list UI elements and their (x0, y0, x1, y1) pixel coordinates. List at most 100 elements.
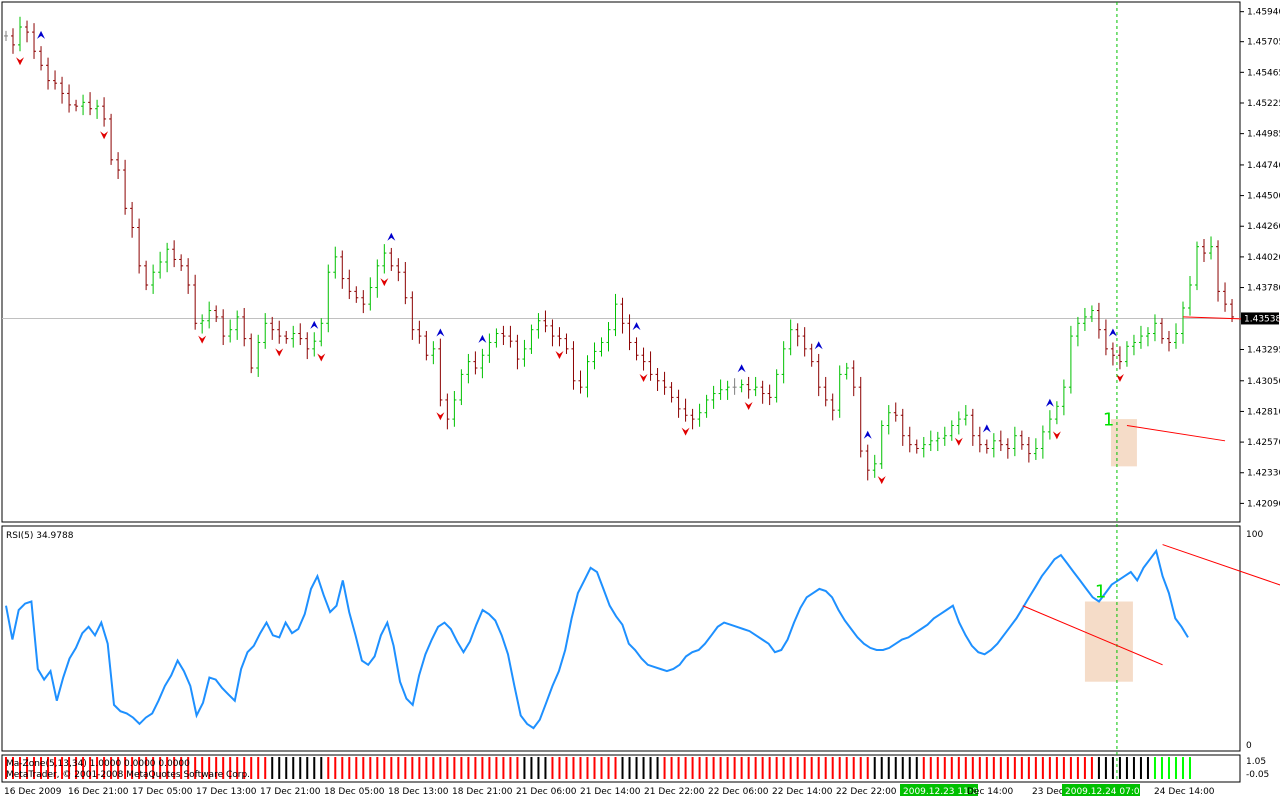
mazone-bar (446, 757, 449, 779)
fractal-down-icon (681, 427, 690, 436)
y-tick-label: 1.45940 (1247, 8, 1280, 18)
mazone-bar (229, 757, 232, 779)
mazone-bar (775, 757, 778, 779)
mazone-bar (215, 757, 218, 779)
fractal-up-icon (632, 322, 641, 331)
mazone-bar (222, 757, 225, 779)
fractal-down-icon (380, 278, 389, 287)
mazone-bar (299, 757, 302, 779)
mazone-bar (117, 757, 120, 779)
mazone-bar (649, 757, 652, 779)
mazone-bar (187, 757, 190, 779)
mazone-bar (684, 757, 687, 779)
rsi-tick-label: 0 (1246, 741, 1252, 751)
mazone-bar (733, 757, 736, 779)
mazone-bar (75, 757, 78, 779)
mazone-bar (390, 757, 393, 779)
fractal-down-icon (275, 348, 284, 357)
time-label: 22 Dec 06:00 (708, 787, 769, 797)
mazone-bar (208, 757, 211, 779)
mazone-bar (334, 757, 337, 779)
fractal-down-icon (16, 57, 25, 66)
annotation-1-rsi: 1 (1095, 581, 1106, 602)
mazone-bar (719, 757, 722, 779)
mazone-bar (922, 757, 925, 779)
mazone-bar (110, 757, 113, 779)
mazone-bar (677, 757, 680, 779)
mazone-bar (313, 757, 316, 779)
mazone-bar (537, 757, 540, 779)
mazone-bar (341, 757, 344, 779)
trendline (1126, 424, 1226, 442)
time-label: 17 Dec 13:00 (196, 787, 257, 797)
mazone-bar (642, 757, 645, 779)
mazone-bar (243, 757, 246, 779)
mazone-bar (180, 757, 183, 779)
mazone-bar (1083, 757, 1086, 779)
mazone-bar (726, 757, 729, 779)
mazone-bar (460, 757, 463, 779)
time-label: 16 Dec 21:00 (68, 787, 129, 797)
mazone-bar (838, 757, 841, 779)
mazone-label: Ma-Zone(5,13,34) 1.0000 0.0000 0.0000 (6, 759, 190, 769)
mazone-bar (740, 757, 743, 779)
mazone-bar (397, 757, 400, 779)
mazone-bar (1048, 757, 1051, 779)
mazone-bar (488, 757, 491, 779)
mazone-bar (789, 757, 792, 779)
mazone-bar (915, 757, 918, 779)
mazone-bar (19, 757, 22, 779)
fractal-up-icon (982, 424, 991, 433)
mazone-bar (572, 757, 575, 779)
fractal-up-icon (1045, 398, 1054, 407)
mazone-bar (278, 757, 281, 779)
mazone-bar (320, 757, 323, 779)
y-tick-label: 1.44260 (1247, 222, 1280, 232)
mazone-bar (264, 757, 267, 779)
mazone-bar (803, 757, 806, 779)
mazone-bar (929, 757, 932, 779)
mazone-bar (1097, 757, 1100, 779)
y-tick-label: 1.44740 (1247, 161, 1280, 171)
mazone-bar (1041, 757, 1044, 779)
y-tick-label: 1.45465 (1247, 68, 1280, 78)
mazone-bar (768, 757, 771, 779)
mazone-bar (761, 757, 764, 779)
mazone-bar (1125, 757, 1128, 779)
rsi-line (5, 548, 1189, 730)
mazone-bar (579, 757, 582, 779)
mazone-frame (1, 754, 1241, 783)
y-tick-label: 1.42090 (1247, 499, 1280, 509)
main-chart-frame (1, 1, 1241, 523)
time-label: 22 Dec 14:00 (772, 787, 833, 797)
mazone-bar (544, 757, 547, 779)
mazone-bar (474, 757, 477, 779)
mazone-bar (1013, 757, 1016, 779)
mazone-bar (1118, 757, 1121, 779)
mazone-bar (691, 757, 694, 779)
mazone-bar (1139, 757, 1142, 779)
mazone-bar (943, 757, 946, 779)
mazone-bar (453, 757, 456, 779)
mazone-bar (796, 757, 799, 779)
rsi-chart-frame (1, 525, 1241, 752)
fractal-up-icon (478, 334, 487, 343)
mazone-bar (1062, 757, 1065, 779)
mazone-bar (1153, 757, 1156, 779)
fractal-up-icon (37, 30, 46, 39)
main-highlight-box (1110, 419, 1137, 467)
mazone-bar (1006, 757, 1009, 779)
mazone-bar (1111, 757, 1114, 779)
mazone-bar (348, 757, 351, 779)
time-badge-label: 2009.12.24 07:00 (1065, 787, 1146, 797)
mazone-bar (670, 757, 673, 779)
mazone-bar (411, 757, 414, 779)
mazone-bar (1181, 757, 1184, 779)
mazone-bar (656, 757, 659, 779)
mazone-bar (831, 757, 834, 779)
fractal-down-icon (877, 476, 886, 485)
mazone-bar (12, 757, 15, 779)
mazone-bar (551, 757, 554, 779)
fractal-up-icon (436, 328, 445, 337)
